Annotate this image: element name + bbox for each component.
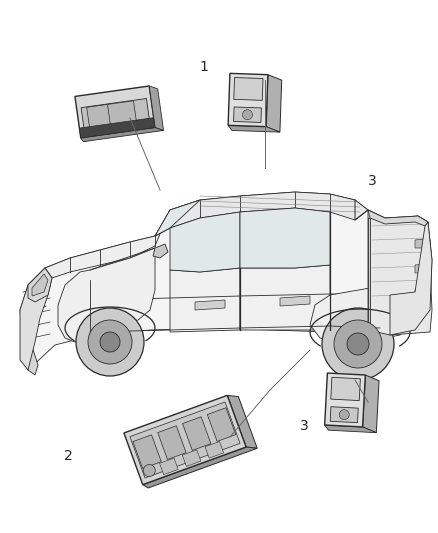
Polygon shape (363, 375, 379, 433)
Polygon shape (310, 285, 420, 342)
Polygon shape (368, 218, 370, 330)
Polygon shape (159, 458, 178, 475)
Polygon shape (325, 373, 365, 427)
Polygon shape (170, 212, 240, 272)
Polygon shape (153, 244, 168, 258)
Polygon shape (130, 402, 240, 478)
Polygon shape (22, 340, 38, 375)
Polygon shape (32, 274, 48, 296)
Circle shape (88, 320, 132, 364)
Circle shape (143, 465, 155, 477)
Polygon shape (228, 125, 280, 132)
Polygon shape (240, 265, 330, 330)
Polygon shape (182, 450, 201, 466)
Circle shape (322, 308, 394, 380)
Polygon shape (183, 417, 211, 450)
Polygon shape (143, 447, 257, 488)
Polygon shape (234, 77, 263, 100)
Text: 3: 3 (368, 174, 377, 188)
Polygon shape (170, 192, 368, 228)
Circle shape (243, 110, 252, 120)
Polygon shape (280, 296, 310, 306)
Circle shape (339, 410, 349, 419)
Polygon shape (415, 264, 425, 273)
Polygon shape (240, 208, 330, 268)
Polygon shape (228, 74, 268, 127)
Polygon shape (133, 435, 161, 469)
Polygon shape (81, 127, 163, 142)
Circle shape (76, 308, 144, 376)
Polygon shape (390, 222, 432, 335)
Polygon shape (28, 268, 52, 302)
Text: 2: 2 (64, 449, 72, 463)
Polygon shape (415, 239, 425, 248)
Polygon shape (170, 268, 240, 332)
Polygon shape (266, 75, 282, 132)
Polygon shape (20, 268, 52, 370)
Circle shape (100, 332, 120, 352)
Polygon shape (45, 210, 170, 278)
Polygon shape (207, 408, 236, 441)
Polygon shape (79, 118, 155, 138)
Polygon shape (158, 426, 186, 459)
Circle shape (334, 320, 382, 368)
Polygon shape (325, 425, 376, 433)
Polygon shape (227, 395, 257, 448)
Polygon shape (75, 86, 155, 138)
Polygon shape (331, 377, 360, 401)
Polygon shape (233, 107, 261, 123)
Circle shape (347, 333, 369, 355)
Polygon shape (155, 200, 200, 236)
Text: 1: 1 (199, 60, 208, 74)
Polygon shape (87, 104, 116, 130)
Polygon shape (149, 86, 163, 131)
Polygon shape (415, 289, 425, 298)
Polygon shape (81, 99, 150, 133)
Polygon shape (330, 407, 358, 423)
Text: 3: 3 (300, 419, 309, 433)
Polygon shape (425, 240, 430, 272)
Polygon shape (368, 210, 428, 226)
Polygon shape (195, 300, 225, 310)
Polygon shape (107, 101, 137, 127)
Polygon shape (368, 210, 432, 335)
Polygon shape (205, 441, 224, 458)
Polygon shape (124, 395, 246, 484)
Polygon shape (58, 248, 155, 342)
Polygon shape (20, 192, 432, 370)
